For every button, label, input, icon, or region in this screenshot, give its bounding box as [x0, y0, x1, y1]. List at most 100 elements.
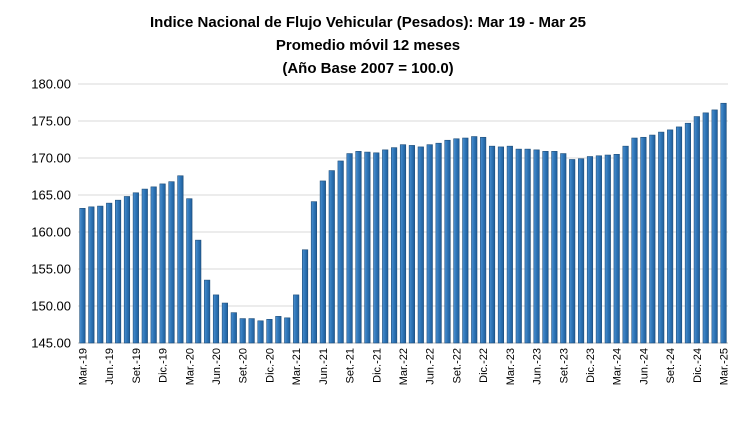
y-tick-label: 165.00	[31, 188, 71, 203]
bar	[248, 318, 255, 344]
bar	[604, 154, 611, 344]
bar	[97, 205, 104, 344]
x-tick-label: Mar.-25	[719, 348, 731, 385]
bar	[293, 294, 300, 344]
bar	[444, 139, 451, 344]
bar	[186, 198, 193, 344]
bar	[328, 170, 335, 344]
bar	[399, 144, 407, 344]
x-tick-label: Set.-23	[558, 348, 570, 383]
bar	[551, 151, 558, 344]
bar	[346, 153, 353, 344]
bar	[239, 318, 246, 344]
x-tick-label: Dic.-20	[264, 348, 276, 383]
y-tick-label: 180.00	[31, 77, 71, 92]
x-tick-label: Dic.-24	[692, 348, 704, 383]
bar	[364, 151, 371, 344]
x-tick-label: Jun.-19	[104, 348, 116, 385]
bar	[150, 186, 157, 344]
chart-subtitle-base-year: (Año Base 2007 = 100.0)	[282, 60, 454, 77]
bar	[382, 149, 389, 344]
x-tick-label: Mar.-24	[612, 348, 624, 385]
bar	[684, 122, 691, 344]
bar	[649, 134, 656, 344]
bar	[613, 154, 620, 344]
bar	[88, 206, 95, 344]
bar	[284, 317, 291, 344]
bar	[640, 136, 647, 344]
bar	[177, 175, 184, 344]
bar	[275, 316, 282, 344]
bar	[408, 145, 415, 344]
bar	[515, 148, 522, 344]
y-tick-label: 170.00	[31, 151, 71, 166]
bar	[471, 136, 478, 344]
y-tick-label: 145.00	[31, 336, 71, 351]
x-tick-label: Dic.-23	[585, 348, 597, 383]
bar	[204, 279, 211, 344]
bar	[711, 109, 718, 344]
x-tick-label: Jun.-23	[532, 348, 544, 385]
bar	[595, 155, 602, 344]
bar	[212, 294, 220, 344]
bar	[480, 136, 487, 344]
x-tick-label: Set.-24	[665, 348, 677, 383]
bar	[542, 151, 549, 344]
bar	[159, 183, 166, 344]
bar	[631, 137, 638, 344]
x-tick-label: Dic.-22	[478, 348, 490, 383]
bar	[355, 151, 362, 344]
x-tick-label: Set.-21	[345, 348, 357, 383]
bar	[266, 319, 273, 344]
bar	[578, 158, 585, 344]
bar	[693, 116, 700, 344]
bar	[310, 201, 318, 344]
y-tick-label: 160.00	[31, 225, 71, 240]
bar	[301, 249, 309, 344]
bar	[533, 149, 540, 344]
x-tick-label: Set.-19	[131, 348, 143, 383]
x-tick-label: Mar.-22	[398, 348, 410, 385]
bar	[132, 192, 139, 344]
x-tick-label: Mar.-21	[291, 348, 303, 385]
bar	[720, 102, 727, 344]
bar	[391, 147, 398, 344]
x-tick-label: Set.-22	[451, 348, 463, 383]
bar	[426, 144, 433, 344]
y-tick-label: 175.00	[31, 114, 71, 129]
bar	[667, 129, 674, 344]
x-tick-label: Jun.-22	[425, 348, 437, 385]
bar	[560, 153, 567, 344]
x-tick-label: Set.-20	[238, 348, 250, 383]
y-tick-label: 150.00	[31, 299, 71, 314]
x-tick-label: Jun.-20	[211, 348, 223, 385]
bar	[622, 145, 629, 344]
bar	[462, 137, 469, 344]
x-tick-label: Mar.-20	[184, 348, 196, 385]
bar	[373, 152, 380, 344]
bar	[195, 239, 202, 344]
bar	[257, 320, 264, 344]
bar	[79, 208, 86, 344]
chart-title: Indice Nacional de Flujo Vehicular (Pesa…	[150, 14, 586, 31]
bar	[586, 156, 594, 344]
bar	[658, 131, 665, 344]
bar	[230, 312, 237, 344]
bar	[417, 146, 424, 344]
bar	[488, 145, 496, 344]
bar	[435, 142, 442, 344]
chart-subtitle: Promedio móvil 12 meses	[275, 37, 461, 54]
bar	[569, 159, 576, 344]
x-tick-label: Jun.-24	[638, 348, 650, 385]
bar	[168, 181, 175, 344]
bar	[524, 148, 531, 344]
x-tick-label: Jun.-21	[318, 348, 330, 385]
bar	[453, 138, 460, 344]
x-tick-label: Dic.-19	[158, 348, 170, 383]
bar	[702, 112, 709, 344]
x-tick-label: Mar.-19	[77, 348, 89, 385]
bar	[337, 160, 344, 344]
y-tick-label: 155.00	[31, 262, 71, 277]
bar	[221, 302, 228, 344]
